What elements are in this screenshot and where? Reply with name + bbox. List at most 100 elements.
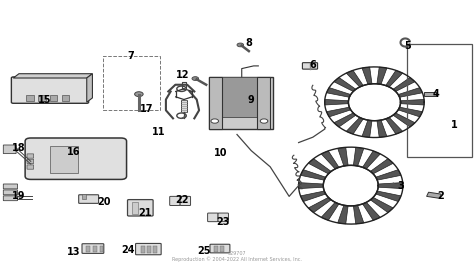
Text: 9: 9 <box>248 94 255 105</box>
FancyBboxPatch shape <box>180 196 191 206</box>
Bar <box>38 95 46 101</box>
Text: 11: 11 <box>152 127 165 137</box>
Polygon shape <box>393 77 415 91</box>
Polygon shape <box>301 170 326 180</box>
Polygon shape <box>325 100 348 105</box>
Polygon shape <box>321 202 339 220</box>
Bar <box>147 246 151 253</box>
Circle shape <box>351 89 398 116</box>
Text: 24: 24 <box>121 245 135 255</box>
FancyBboxPatch shape <box>25 138 127 179</box>
Bar <box>427 192 441 198</box>
Bar <box>26 95 34 101</box>
Bar <box>153 246 157 253</box>
Polygon shape <box>386 118 402 134</box>
Text: 7: 7 <box>127 51 134 62</box>
Polygon shape <box>337 147 348 166</box>
Polygon shape <box>363 151 380 169</box>
Polygon shape <box>398 88 422 97</box>
Bar <box>100 246 103 252</box>
Polygon shape <box>378 183 403 189</box>
FancyBboxPatch shape <box>3 145 16 154</box>
Text: 18: 18 <box>12 143 26 153</box>
FancyBboxPatch shape <box>3 184 18 189</box>
Polygon shape <box>354 205 364 224</box>
Text: 23: 23 <box>216 217 229 227</box>
Bar <box>220 246 224 252</box>
FancyBboxPatch shape <box>136 243 161 255</box>
Polygon shape <box>346 118 363 134</box>
FancyBboxPatch shape <box>208 213 218 222</box>
FancyBboxPatch shape <box>27 154 34 158</box>
Text: 4: 4 <box>433 89 439 99</box>
Polygon shape <box>377 67 387 84</box>
Text: 19: 19 <box>12 191 26 201</box>
Bar <box>62 95 69 101</box>
Polygon shape <box>376 191 401 201</box>
FancyBboxPatch shape <box>3 196 18 201</box>
Polygon shape <box>220 77 258 117</box>
FancyBboxPatch shape <box>79 195 99 203</box>
FancyBboxPatch shape <box>27 159 34 164</box>
Text: 15: 15 <box>38 94 52 105</box>
Polygon shape <box>334 77 356 91</box>
Text: 13: 13 <box>67 247 80 257</box>
Polygon shape <box>337 205 348 224</box>
Text: 2: 2 <box>438 191 444 201</box>
Bar <box>407 44 472 157</box>
Polygon shape <box>301 191 326 201</box>
Text: 22: 22 <box>176 195 189 206</box>
Polygon shape <box>398 107 422 117</box>
Bar <box>82 194 86 199</box>
Bar <box>257 77 270 129</box>
Circle shape <box>326 171 376 200</box>
Text: 25: 25 <box>197 246 210 256</box>
Circle shape <box>177 86 186 91</box>
Bar <box>93 246 97 252</box>
Polygon shape <box>87 74 92 102</box>
FancyBboxPatch shape <box>82 244 104 253</box>
Polygon shape <box>370 197 393 213</box>
Bar <box>141 246 145 253</box>
Text: 12: 12 <box>176 70 189 80</box>
FancyBboxPatch shape <box>218 213 228 222</box>
Text: 5: 5 <box>404 41 411 51</box>
Text: 10: 10 <box>214 148 227 158</box>
FancyBboxPatch shape <box>170 196 180 206</box>
Text: 329707
Reproduction © 2004-2022 All Internet Services, Inc.: 329707 Reproduction © 2004-2022 All Inte… <box>172 251 302 262</box>
Bar <box>103 56 160 110</box>
Polygon shape <box>308 197 331 213</box>
Polygon shape <box>13 74 92 78</box>
Bar <box>214 246 218 252</box>
Bar <box>132 202 138 214</box>
Text: 6: 6 <box>310 59 316 70</box>
Polygon shape <box>377 120 387 137</box>
Bar <box>50 146 78 173</box>
Polygon shape <box>363 202 380 220</box>
Polygon shape <box>362 120 372 137</box>
Text: 1: 1 <box>451 120 457 130</box>
Polygon shape <box>334 113 356 127</box>
Bar <box>209 77 222 129</box>
Text: 8: 8 <box>246 38 252 48</box>
Bar <box>181 100 187 112</box>
Polygon shape <box>401 100 424 105</box>
Polygon shape <box>370 159 393 174</box>
FancyBboxPatch shape <box>302 63 318 69</box>
Polygon shape <box>321 151 339 169</box>
Polygon shape <box>362 67 372 84</box>
Text: 16: 16 <box>67 147 80 157</box>
FancyBboxPatch shape <box>210 244 230 253</box>
Circle shape <box>260 119 268 123</box>
Polygon shape <box>209 77 273 129</box>
Text: 17: 17 <box>140 104 154 114</box>
Text: 20: 20 <box>98 197 111 207</box>
Text: 3: 3 <box>397 180 404 191</box>
Text: 21: 21 <box>138 208 151 218</box>
Polygon shape <box>376 170 401 180</box>
Circle shape <box>211 119 219 123</box>
Polygon shape <box>327 88 351 97</box>
Polygon shape <box>354 147 364 166</box>
FancyBboxPatch shape <box>11 77 89 103</box>
Circle shape <box>192 77 199 80</box>
